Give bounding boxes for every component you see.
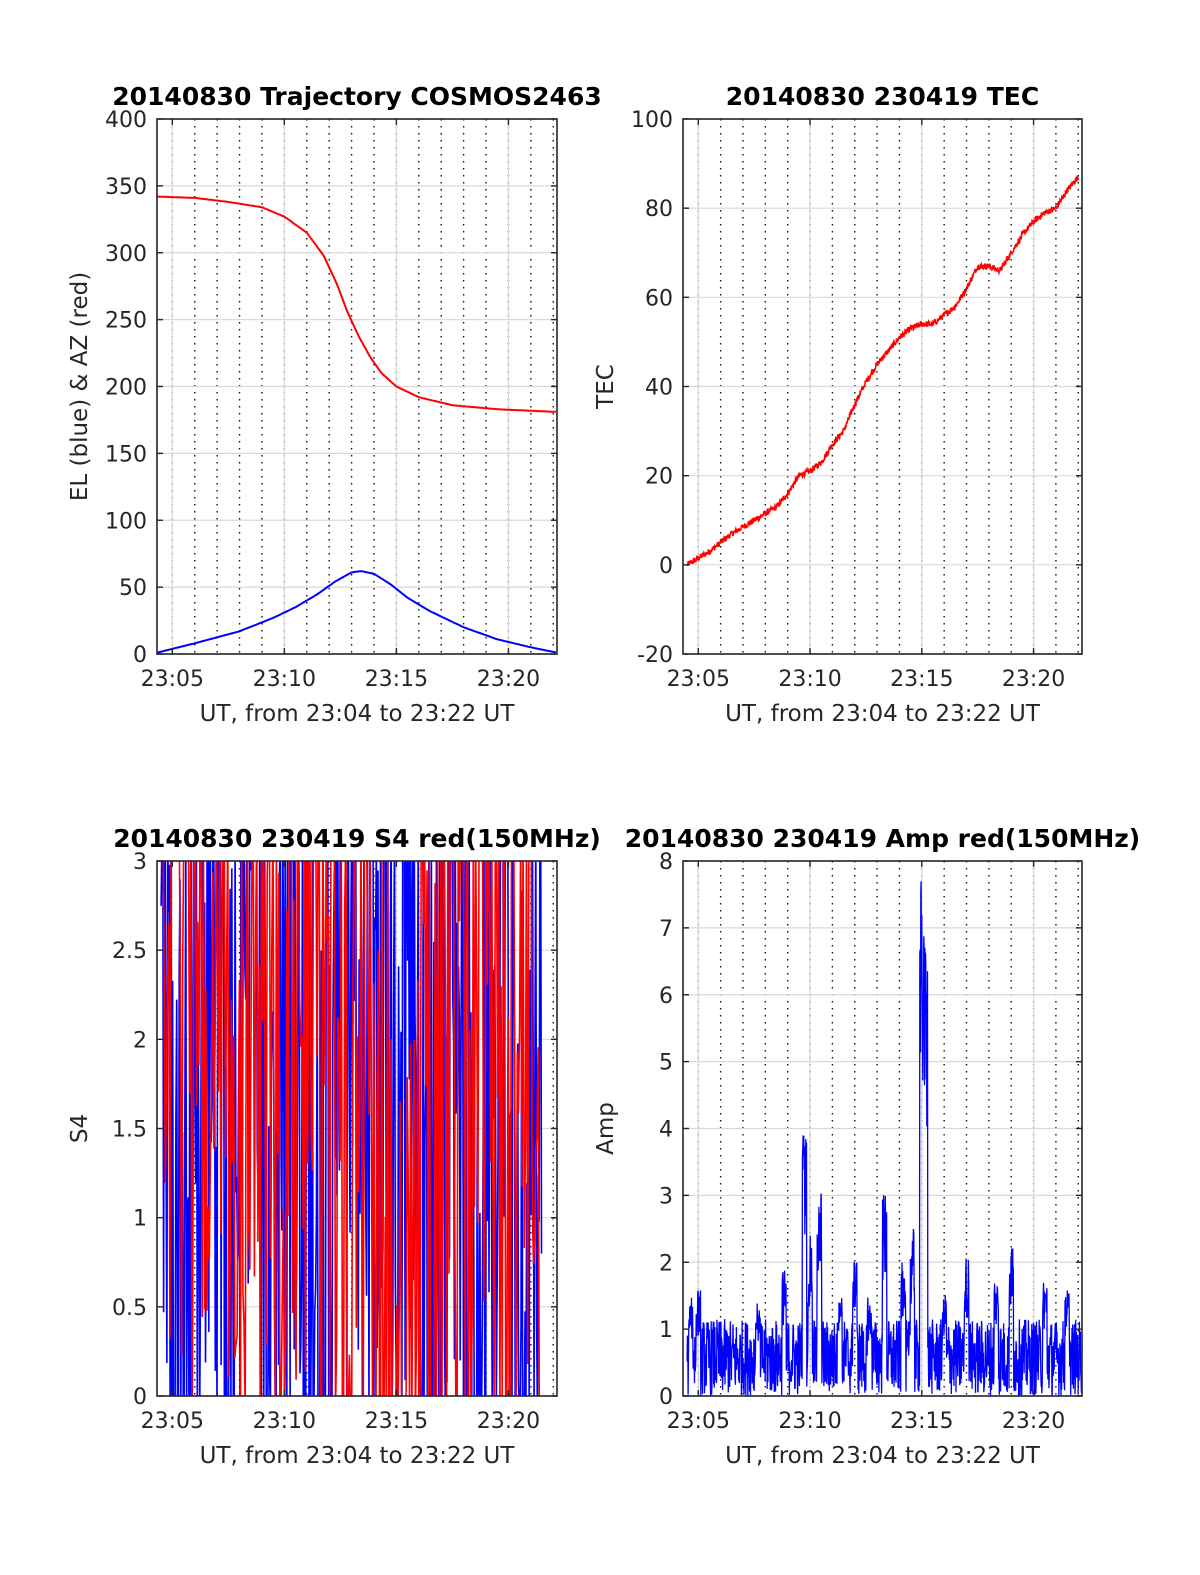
- y-tick-label: 250: [105, 309, 147, 334]
- data-layer: [686, 881, 1082, 1396]
- y-tick-label: 350: [105, 175, 147, 200]
- y-tick-label: 40: [645, 376, 673, 401]
- data-layer: [160, 861, 543, 1396]
- y-tick-label: 0: [659, 1385, 673, 1410]
- y-axis-label: S4: [67, 1114, 93, 1143]
- chart-title: 20140830 230419 Amp red(150MHz): [625, 824, 1141, 853]
- y-tick-label: 7: [659, 917, 673, 942]
- series-line-0: [160, 861, 543, 1396]
- x-tick-label: 23:10: [778, 1409, 841, 1434]
- y-tick-label: 4: [659, 1118, 673, 1143]
- y-tick-label: 0: [133, 643, 147, 668]
- x-tick-label: 23:05: [141, 667, 204, 692]
- y-tick-label: 300: [105, 242, 147, 267]
- y-tick-label: 3: [133, 850, 147, 875]
- series-line-1: [162, 861, 541, 1396]
- ticks: 23:05 23:10 23:15 23:20 0 0.5 1 1.5 2 2.5 3: [112, 850, 557, 1434]
- y-tick-label: 20: [645, 465, 673, 490]
- y-tick-label: 1: [659, 1318, 673, 1343]
- y-tick-label: 100: [631, 108, 673, 133]
- y-tick-label: 2.5: [112, 939, 147, 964]
- x-tick-label: 23:15: [890, 667, 953, 692]
- y-tick-label: 0.5: [112, 1296, 147, 1321]
- chart-panel-s4: 23:05 23:10 23:15 23:20 0 0.5 1 1.5 2 2.5 32014083…: [67, 824, 601, 1469]
- y-tick-label: 6: [659, 984, 673, 1009]
- y-tick-label: 8: [659, 850, 673, 875]
- y-tick-label: 2: [659, 1251, 673, 1276]
- series-line-0: [157, 570, 557, 654]
- y-tick-label: 0: [133, 1385, 147, 1410]
- chart-title: 20140830 230419 TEC: [726, 82, 1039, 111]
- y-tick-label: 1.5: [112, 1118, 147, 1143]
- y-tick-label: -20: [637, 643, 673, 668]
- x-tick-label: 23:20: [1002, 667, 1065, 692]
- chart-title: 20140830 Trajectory COSMOS2463: [112, 82, 602, 111]
- y-tick-label: 5: [659, 1051, 673, 1076]
- y-tick-label: 50: [119, 576, 147, 601]
- y-tick-label: 80: [645, 197, 673, 222]
- x-tick-label: 23:05: [667, 667, 730, 692]
- chart-title: 20140830 230419 S4 red(150MHz): [113, 824, 601, 853]
- y-axis-label: TEC: [593, 364, 619, 410]
- y-tick-label: 200: [105, 376, 147, 401]
- x-tick-label: 23:20: [477, 667, 540, 692]
- y-tick-label: 3: [659, 1184, 673, 1209]
- y-tick-label: 1: [133, 1207, 147, 1232]
- x-tick-label: 23:15: [365, 667, 428, 692]
- ticks: 23:05 23:10 23:15 23:20 -20 0 20 40 60 80 100: [631, 108, 1082, 692]
- x-tick-label: 23:10: [778, 667, 841, 692]
- x-tick-label: 23:20: [1002, 1409, 1065, 1434]
- x-tick-label: 23:15: [890, 1409, 953, 1434]
- y-tick-label: 0: [659, 554, 673, 579]
- series-line-1: [157, 195, 556, 413]
- chart-panel-trajectory: 23:05 23:10 23:15 23:20 0 50 100 150 200 250 300 35…: [67, 82, 602, 727]
- ticks: 23:05 23:10 23:15 23:20 0 1 2 3 4 5 6 7 8: [659, 850, 1082, 1434]
- y-tick-label: 2: [133, 1028, 147, 1053]
- x-tick-label: 23:15: [365, 1409, 428, 1434]
- x-axis-label: UT, from 23:04 to 23:22 UT: [200, 1443, 516, 1469]
- y-tick-label: 60: [645, 286, 673, 311]
- x-axis-label: UT, from 23:04 to 23:22 UT: [200, 701, 516, 727]
- x-tick-label: 23:05: [141, 1409, 204, 1434]
- y-tick-label: 100: [105, 509, 147, 534]
- y-axis-label: EL (blue) & AZ (red): [67, 272, 93, 501]
- chart-panel-tec: 23:05 23:10 23:15 23:20 -20 0 20 40 60 80 100 20140…: [593, 82, 1083, 727]
- x-tick-label: 23:10: [253, 667, 316, 692]
- series-line-0: [686, 881, 1082, 1396]
- series-line-0: [686, 175, 1080, 566]
- y-axis-label: Amp: [593, 1102, 619, 1155]
- y-tick-label: 400: [105, 108, 147, 133]
- x-axis-label: UT, from 23:04 to 23:22 UT: [725, 701, 1041, 727]
- data-layer: [157, 195, 557, 654]
- data-layer: [686, 175, 1080, 566]
- y-tick-label: 150: [105, 442, 147, 467]
- x-axis-label: UT, from 23:04 to 23:22 UT: [725, 1443, 1041, 1469]
- ticks: 23:05 23:10 23:15 23:20 0 50 100 150 200 250 300 35…: [105, 108, 557, 692]
- x-tick-label: 23:20: [477, 1409, 540, 1434]
- x-tick-label: 23:10: [253, 1409, 316, 1434]
- x-tick-label: 23:05: [667, 1409, 730, 1434]
